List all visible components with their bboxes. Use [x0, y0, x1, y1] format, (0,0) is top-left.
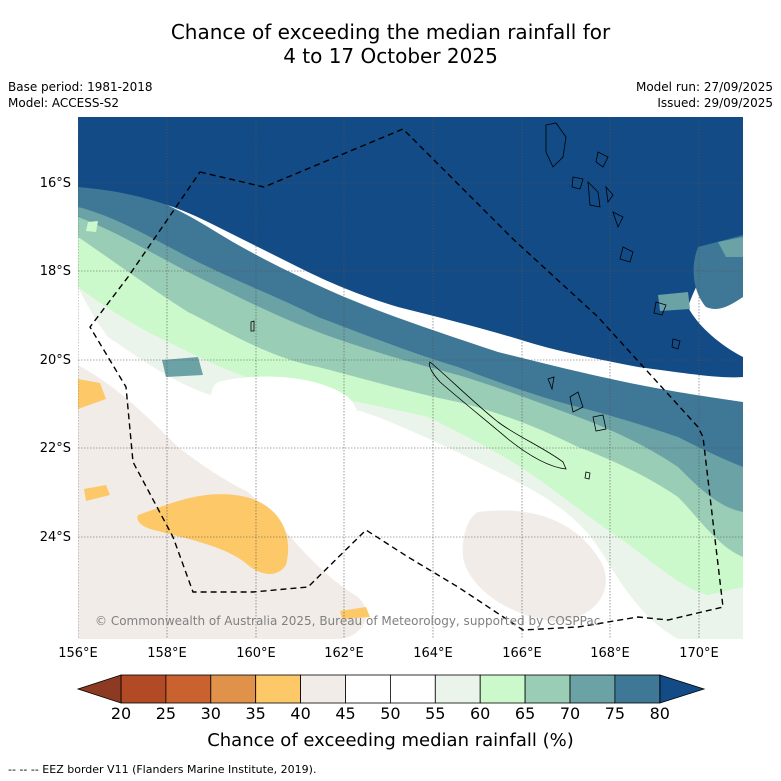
probability-65-70-area: [78, 202, 743, 557]
longitude-label: 156°E: [58, 646, 98, 661]
colorbar-segment: [524, 674, 571, 704]
colorbar-segment: [165, 674, 212, 704]
colorbar-tick-label: 45: [335, 704, 356, 723]
map-title-line-2: 4 to 17 October 2025: [283, 44, 498, 68]
latitude-label: 24°S: [39, 530, 71, 545]
new-caledonia-coastline: [429, 361, 567, 470]
colorbar-tick-label: 60: [470, 704, 491, 723]
eez-legend: -- -- -- EEZ border V11 (Flanders Marine…: [8, 763, 317, 776]
latitude-label: 22°S: [39, 441, 71, 456]
colorbar-segment: [210, 674, 257, 704]
colorbar-segment: [300, 674, 346, 704]
model-name: Model: ACCESS-S2: [8, 96, 120, 110]
probability-70-75-area: [718, 237, 743, 257]
colorbar-tick-label: 25: [155, 704, 177, 723]
model-run: Model run: 27/09/2025: [635, 80, 773, 94]
colorbar-tick-label: 35: [245, 704, 266, 723]
probability-60-65-area: [86, 221, 98, 232]
copyright-notice: © Commonwealth of Australia 2025, Bureau…: [95, 614, 601, 628]
longitude-label: 170°E: [679, 646, 719, 661]
probability-35-40-area: [137, 494, 289, 574]
colorbar-tick-label: 50: [380, 704, 401, 723]
probability-35-40-area: [340, 607, 370, 619]
colorbar-segment: [434, 674, 481, 704]
longitude-label: 166°E: [502, 646, 542, 661]
vanuatu-coastline: [545, 122, 681, 350]
latitude-label: 16°S: [39, 176, 71, 191]
probability-above-80-area: [78, 145, 118, 161]
graticule: [78, 117, 743, 639]
colorbar-high-extend: [659, 674, 706, 704]
colorbar-tick-label: 55: [425, 704, 446, 723]
loyalty-islands-coastline: [547, 376, 607, 432]
colorbar-segment: [120, 674, 167, 704]
colorbar: [76, 674, 706, 704]
longitude-label: 162°E: [324, 646, 364, 661]
latitude-label: 20°S: [39, 353, 71, 368]
probability-70-75-area: [162, 357, 203, 377]
latitude-label: 18°S: [39, 264, 71, 279]
colorbar-tick-label: 40: [290, 704, 311, 723]
colorbar-tick-label: 70: [559, 704, 581, 723]
probability-35-40-area: [84, 485, 110, 501]
colorbar-tick-label: 20: [110, 704, 132, 723]
colorbar-segment: [345, 674, 391, 704]
base-period: Base period: 1981-2018: [8, 80, 153, 94]
rainfall-map: [78, 117, 743, 639]
longitude-label: 158°E: [147, 646, 187, 661]
colorbar-segment: [255, 674, 301, 704]
issued-date: Issued: 29/09/2025: [657, 96, 773, 110]
probability-45-55-area: [211, 376, 359, 449]
longitude-label: 160°E: [236, 646, 276, 661]
probability-35-40-area: [78, 379, 106, 409]
map-title-line-1: Chance of exceeding the median rainfall …: [170, 20, 611, 44]
colorbar-segment: [614, 674, 661, 704]
longitude-label: 164°E: [413, 646, 453, 661]
probability-70-75-area: [658, 292, 690, 311]
island-coastline: [250, 320, 591, 480]
probability-75-80-area: [78, 177, 743, 467]
colorbar-segment: [569, 674, 616, 704]
colorbar-title: Chance of exceeding median rainfall (%): [207, 730, 574, 751]
colorbar-segment: [389, 674, 436, 704]
probability-40-45-area: [462, 510, 606, 622]
colorbar-tick-label: 65: [514, 704, 536, 723]
longitude-label: 168°E: [590, 646, 630, 661]
colorbar-tick-label: 30: [200, 704, 221, 723]
colorbar-tick-label: 75: [604, 704, 626, 723]
colorbar-segment: [479, 674, 526, 704]
colorbar-tick-label: 80: [649, 704, 670, 723]
colorbar-low-extend: [76, 674, 122, 704]
